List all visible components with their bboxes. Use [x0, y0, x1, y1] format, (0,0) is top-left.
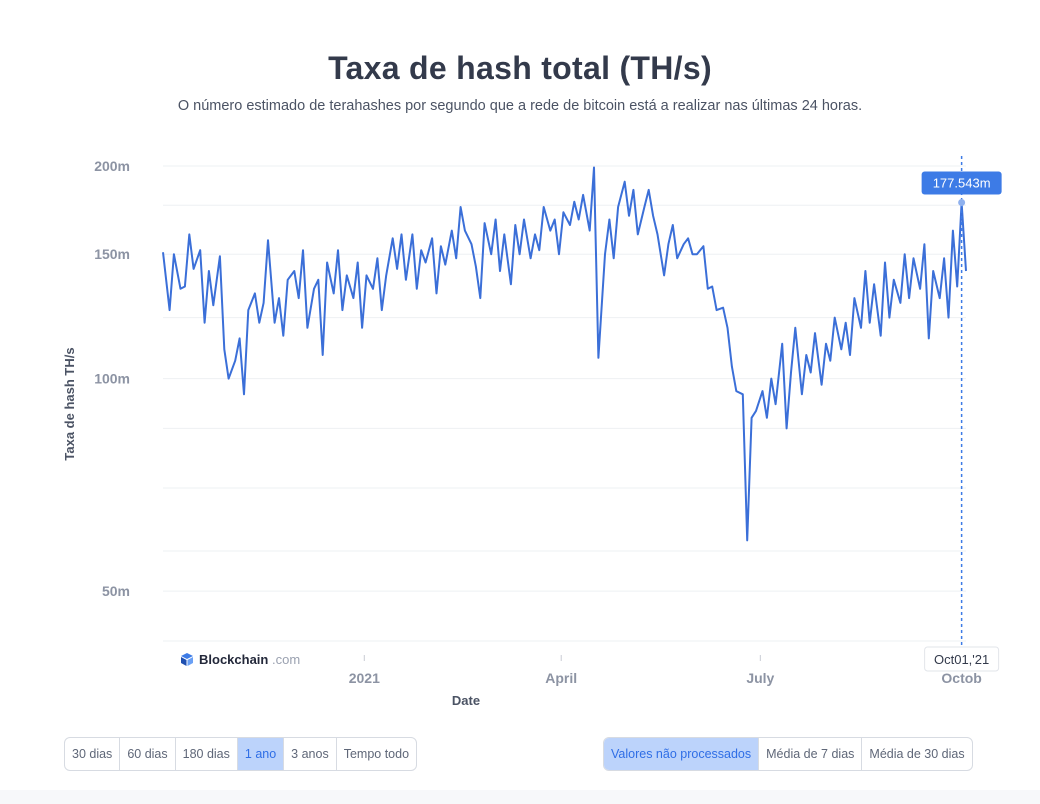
- mode-button-média-de-30-dias[interactable]: Média de 30 dias: [869, 747, 965, 761]
- x-tick-label: Octob: [941, 670, 981, 686]
- hashrate-chart[interactable]: 50m 100m 150m 200m 2021 April July Octob 177.5…: [0, 0, 1040, 730]
- range-button-180-dias[interactable]: 180 dias: [176, 738, 238, 770]
- tooltip-value: 177.543m: [933, 176, 991, 191]
- series-line: [162, 166, 967, 542]
- value-tooltip: 177.543m: [921, 171, 1002, 195]
- range-button-1-ano[interactable]: 1 ano: [237, 738, 285, 770]
- range-button-3-anos[interactable]: 3 anos: [284, 738, 337, 770]
- date-label-box: Oct01,'21: [924, 646, 1000, 672]
- brand-domain: .com: [272, 652, 300, 667]
- y-tick-label: 200m: [94, 158, 130, 174]
- x-axis-title: Date: [452, 693, 480, 708]
- range-button-30-dias[interactable]: 30 dias: [65, 738, 121, 770]
- x-tick-label: July: [746, 670, 774, 686]
- y-tick-label: 150m: [94, 246, 130, 262]
- grid-lines: [163, 165, 966, 642]
- date-label: Oct01,'21: [934, 652, 989, 667]
- brand-logo[interactable]: Blockchain .com: [181, 652, 300, 667]
- brand-name: Blockchain: [199, 652, 268, 667]
- mode-button-média-de-7-dias[interactable]: Média de 7 dias: [759, 738, 863, 770]
- page-subtitle: O número estimado de terahashes por segu…: [177, 98, 863, 114]
- y-tick-label: 100m: [94, 371, 130, 387]
- range-button-tempo-todo[interactable]: Tempo todo: [343, 747, 410, 761]
- highlight-point: [958, 199, 966, 207]
- page-title: Taxa de hash total (TH/s): [328, 50, 712, 86]
- x-tick-label: April: [545, 670, 577, 686]
- value-mode-selector: Valores não processados Média de 7 dias Mé…: [603, 737, 973, 771]
- x-tick-label: 2021: [349, 670, 380, 686]
- y-axis-ticks: 50m 100m 150m 200m: [94, 158, 130, 599]
- footer-band: [0, 790, 1040, 804]
- time-range-selector: 30 dias 60 dias 180 dias 1 ano 3 anos Tempo t…: [64, 737, 418, 771]
- x-axis-ticks: 2021 April July Octob: [349, 655, 982, 686]
- y-axis-title: Taxa de hash TH/s: [62, 347, 77, 460]
- mode-button-valores-não-processados[interactable]: Valores não processados: [604, 738, 760, 770]
- range-button-60-dias[interactable]: 60 dias: [120, 738, 176, 770]
- blockchain-cube-icon: [181, 653, 193, 666]
- y-tick-label: 50m: [102, 583, 130, 599]
